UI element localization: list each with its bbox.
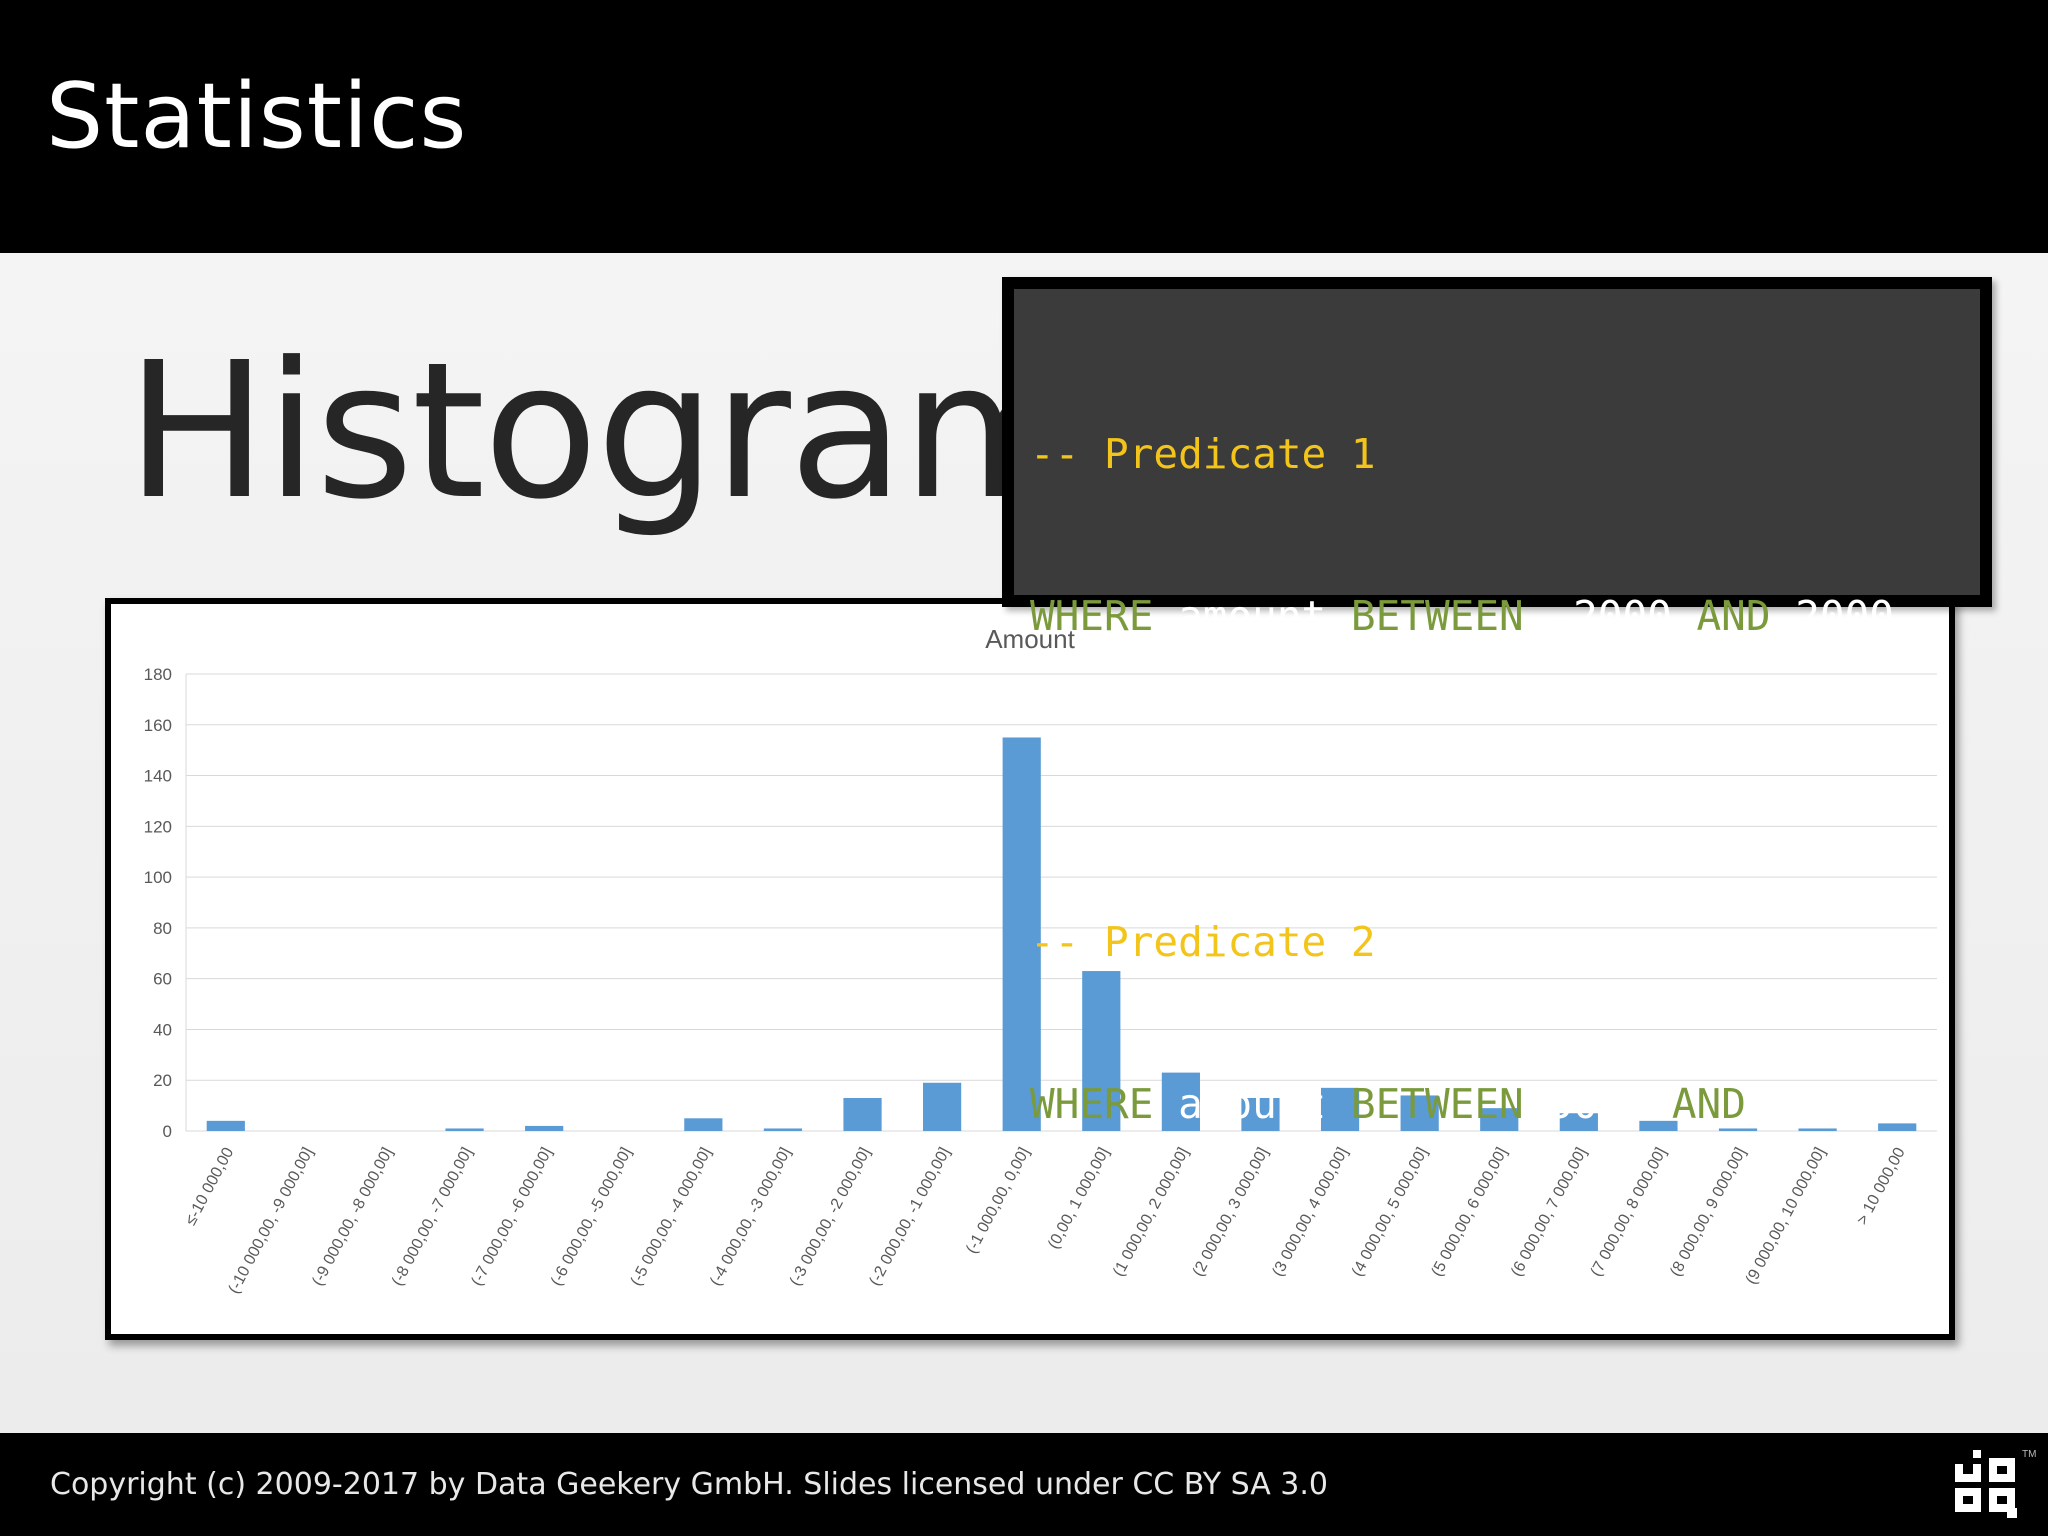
slide-heading: Histogram	[126, 322, 1085, 541]
x-tick-label: (-9 000,00, -8 000,00]	[309, 1145, 396, 1289]
field-name: amount	[1178, 1080, 1327, 1128]
x-tick-label: (-2 000,00, -1 000,00]	[866, 1145, 953, 1289]
bar	[1878, 1123, 1917, 1131]
field-name: amount	[1178, 592, 1327, 640]
y-tick-label: 60	[153, 970, 172, 989]
and-keyword: AND	[1696, 592, 1771, 640]
bar	[1082, 971, 1121, 1131]
y-tick-label: 120	[144, 817, 172, 836]
y-tick-label: 100	[144, 868, 172, 887]
trademark-label: TM	[2022, 1449, 2037, 1460]
where-keyword: WHERE	[1030, 592, 1154, 640]
low-value: -2000	[1548, 592, 1672, 640]
page-title: Statistics	[46, 64, 468, 169]
between-keyword: BETWEEN	[1350, 592, 1524, 640]
bar	[1400, 1095, 1439, 1131]
bar	[1559, 1113, 1598, 1131]
bar	[923, 1082, 962, 1131]
bar	[684, 1118, 723, 1131]
bar	[1161, 1072, 1200, 1131]
bar	[1241, 1097, 1280, 1131]
chart-title: Amount	[985, 624, 1075, 654]
predicate-1-line: WHERE amount BETWEEN -2000 AND 2000	[1030, 589, 1980, 643]
y-axis: 0 20 40 60 80 100 120 140 160 180	[144, 665, 172, 1141]
x-tick-label: (-6 000,00, -5 000,00]	[548, 1145, 635, 1289]
bar	[1798, 1128, 1837, 1131]
bar	[763, 1128, 803, 1131]
x-tick-label: (-1 000,00, 0,00]	[963, 1145, 1033, 1257]
bar	[1320, 1087, 1360, 1131]
y-tick-label: 40	[153, 1020, 172, 1039]
bar	[445, 1128, 484, 1131]
high-value: 2000	[1795, 592, 1894, 640]
bar	[1002, 737, 1041, 1131]
y-tick-label: 140	[144, 767, 172, 786]
chart-svg: Amount 0 20 40 60 80 100 120 140 160 180 ≤-10 000…	[144, 624, 1937, 1297]
x-tick-label: (-3 000,00, -2 000,00]	[787, 1145, 874, 1289]
x-tick-label: (-10 000,00, -9 000,00]	[225, 1145, 316, 1297]
predicate-1-comment: -- Predicate 1	[1030, 430, 1376, 478]
x-tick-label: (-5 000,00, -4 000,00]	[628, 1145, 715, 1289]
predicate-2-line: WHERE amount BETWEEN 5000 AND 9000	[1030, 1077, 1980, 1131]
and-keyword: AND	[1671, 1080, 1746, 1128]
x-tick-label: ≤-10 000,00	[182, 1145, 237, 1228]
bar	[525, 1125, 564, 1131]
bar	[843, 1097, 882, 1131]
jooq-logo-icon	[1955, 1450, 2017, 1518]
x-tick-label: (-4 000,00, -3 000,00]	[707, 1145, 794, 1289]
histogram-chart: Amount 0 20 40 60 80 100 120 140 160 180 ≤-10 000…	[105, 598, 1955, 1340]
x-tick-label: (-7 000,00, -6 000,00]	[468, 1145, 555, 1289]
chart-bars	[206, 737, 1917, 1131]
footer-bar: Copyright (c) 2009-2017 by Data Geekery …	[0, 1433, 2048, 1536]
bar	[1639, 1120, 1678, 1131]
y-tick-label: 160	[144, 716, 172, 735]
x-tick-label: (-8 000,00, -7 000,00]	[389, 1145, 476, 1289]
low-value: 5000	[1548, 1080, 1648, 1128]
where-keyword: WHERE	[1030, 1080, 1154, 1128]
header-bar: Statistics	[0, 0, 2048, 253]
y-tick-label: 180	[144, 665, 172, 684]
high-value: 9000	[1770, 1080, 1870, 1128]
bar	[1718, 1128, 1758, 1131]
y-tick-label: 80	[153, 919, 172, 938]
y-tick-label: 20	[153, 1071, 172, 1090]
between-keyword: BETWEEN	[1350, 1080, 1524, 1128]
y-tick-label: 0	[163, 1122, 172, 1141]
bar	[206, 1120, 245, 1131]
bar	[1480, 1108, 1519, 1131]
predicate-2-comment: -- Predicate 2	[1030, 918, 1376, 966]
copyright-text: Copyright (c) 2009-2017 by Data Geekery …	[50, 1467, 1328, 1502]
sql-code-box: -- Predicate 1 WHERE amount BETWEEN -200…	[1002, 277, 1992, 1128]
